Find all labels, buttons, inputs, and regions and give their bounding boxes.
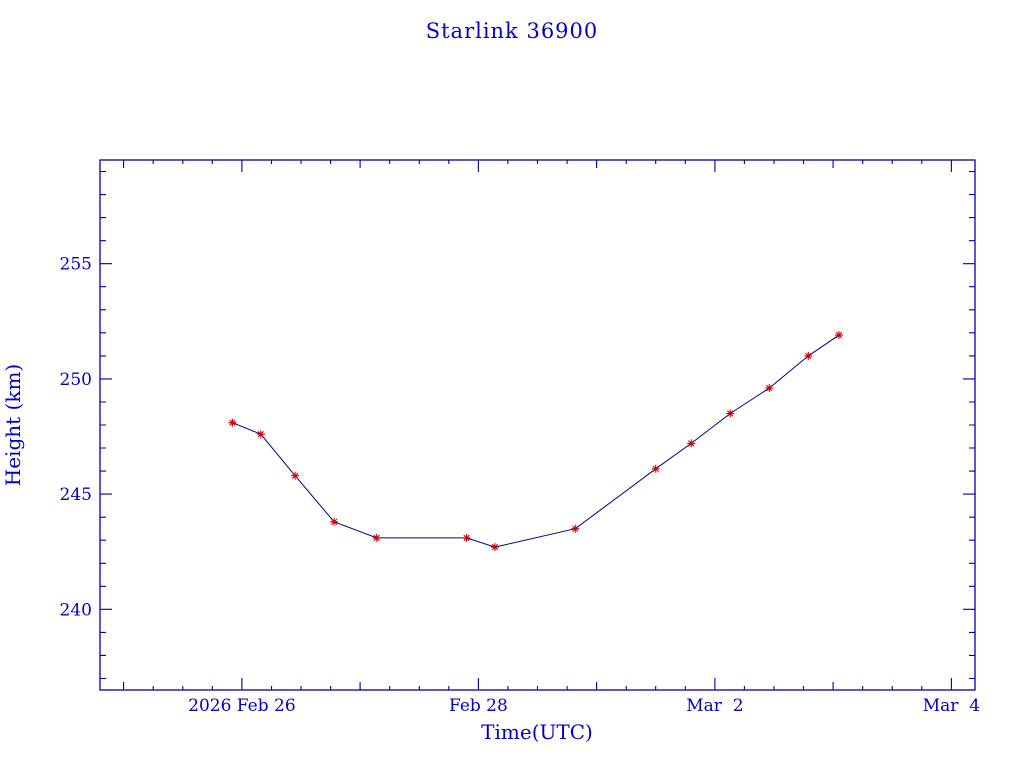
y-tick-label: 240 [60,600,92,620]
data-marker [330,517,339,526]
y-tick-label: 255 [60,255,92,275]
data-marker [462,533,471,542]
data-marker [765,384,774,393]
data-marker [726,409,735,418]
x-tick-label: 2026 Feb 26 [188,696,296,716]
x-tick-label: Mar 2 [686,696,743,716]
axis-ticks [100,160,975,690]
data-marker [835,331,843,340]
chart-title: Starlink 36900 [426,19,599,43]
data-marker [651,464,660,473]
data-marker [804,351,813,360]
x-tick-label: Feb 28 [449,696,508,716]
y-tick-label: 250 [60,370,92,390]
data-marker [687,439,696,448]
y-axis-label: Height (km) [1,364,25,486]
data-marker [256,430,265,439]
axis-frame [99,159,976,691]
data-marker [490,543,499,552]
data-marker [372,533,381,542]
data-line [232,334,840,548]
x-axis-label: Time(UTC) [481,720,593,744]
y-tick-label: 245 [60,485,92,505]
data-marker [228,418,237,427]
data-marker [571,524,580,533]
data-marker [291,471,300,480]
x-tick-label: Mar 4 [923,696,980,716]
